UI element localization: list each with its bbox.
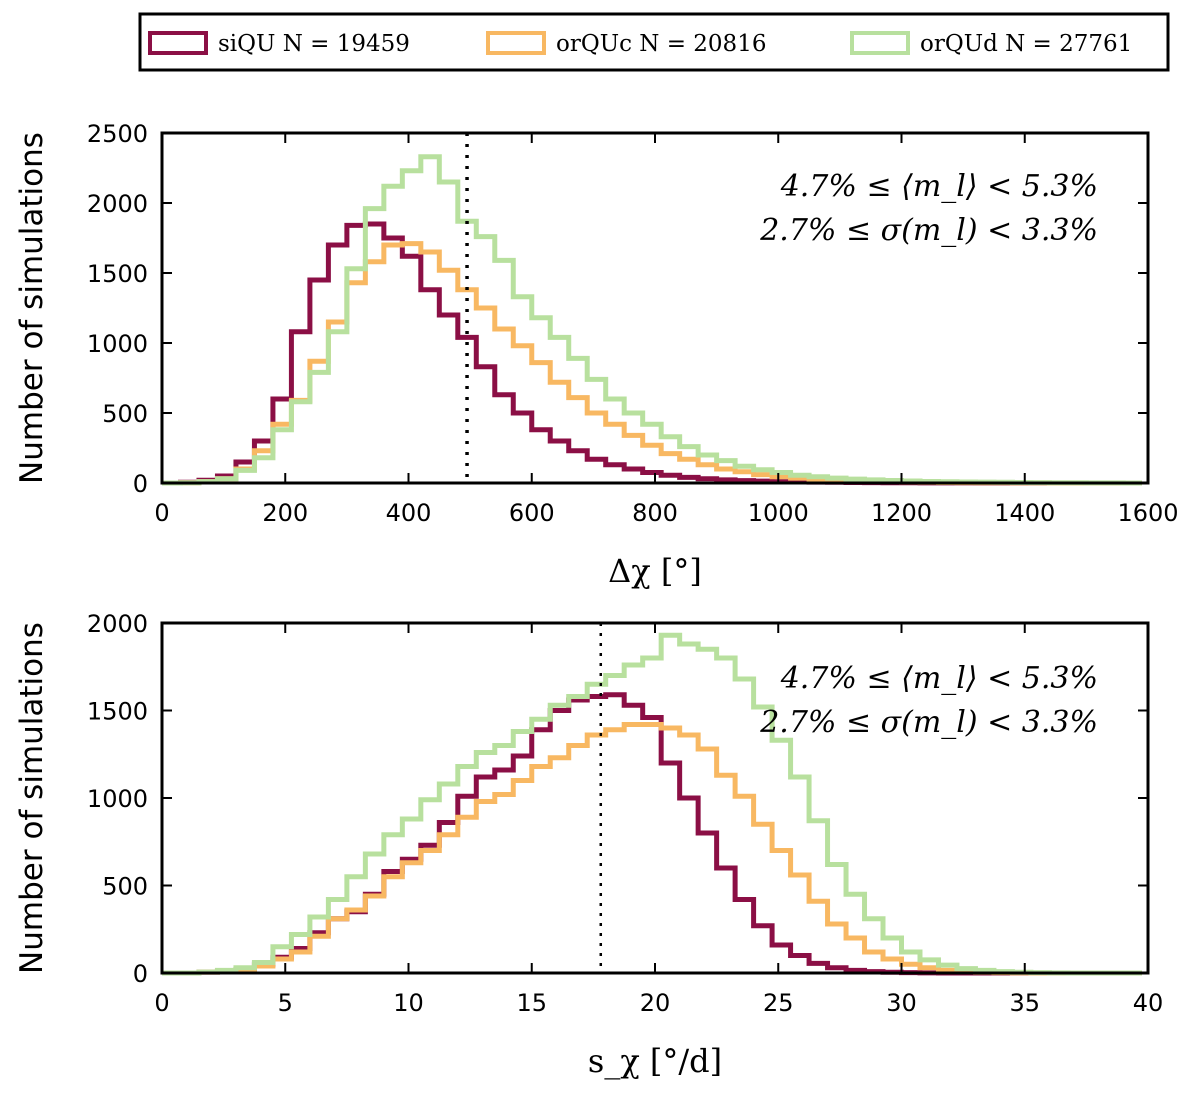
legend-swatch-siqu — [148, 31, 208, 55]
x-tick-label: 20 — [640, 989, 671, 1017]
y-tick-label: 1000 — [87, 785, 148, 813]
y-tick-label: 0 — [133, 470, 148, 498]
panel-delta-chi: 0 200 400 600 800 1000 1200 1400 1600 0 500 1000 15… — [14, 120, 1179, 590]
x-ticks: 0 200 400 600 800 1000 1200 1400 1600 — [154, 133, 1179, 527]
y-ticks: 0 500 1000 1500 2000 — [87, 610, 1148, 988]
hist-series-orquc — [162, 722, 1142, 976]
x-axis-label: s_χ [°/d] — [588, 1042, 722, 1080]
x-tick-label: 1000 — [748, 499, 809, 527]
y-axis-label: Number of simulations — [14, 622, 50, 974]
x-tick-label: 1600 — [1117, 499, 1178, 527]
legend-label-siqu: siQU N = 19459 — [218, 31, 410, 57]
x-tick-label: 600 — [509, 499, 555, 527]
y-tick-label: 1500 — [87, 698, 148, 726]
x-tick-label: 200 — [262, 499, 308, 527]
x-tick-label: 40 — [1133, 989, 1164, 1017]
x-tick-label: 35 — [1009, 989, 1040, 1017]
x-tick-label: 800 — [632, 499, 678, 527]
y-ticks: 0 500 1000 1500 2000 2500 — [87, 120, 1148, 498]
legend-swatch-orquc — [486, 31, 546, 55]
y-tick-label: 1500 — [87, 260, 148, 288]
x-tick-label: 10 — [393, 989, 424, 1017]
y-tick-label: 2000 — [87, 610, 148, 638]
y-tick-label: 0 — [133, 960, 148, 988]
y-tick-label: 500 — [102, 873, 148, 901]
annotation-sigma: 2.7% ≤ σ(m_l) < 3.3% — [759, 705, 1098, 740]
panel-s-chi: 0 5 10 15 20 25 30 35 40 0 500 1000 1500 2000 Number… — [14, 610, 1163, 1080]
annotation-sigma: 2.7% ≤ σ(m_l) < 3.3% — [759, 213, 1098, 248]
hist-outline-orqud — [162, 632, 1142, 976]
y-tick-label: 500 — [102, 400, 148, 428]
y-tick-label: 2500 — [87, 120, 148, 148]
x-tick-label: 0 — [154, 499, 169, 527]
x-tick-label: 400 — [386, 499, 432, 527]
legend-label-orquc: orQUc N = 20816 — [556, 31, 766, 57]
x-tick-label: 5 — [278, 989, 293, 1017]
annotation-mean: 4.7% ≤ ⟨m_l⟩ < 5.3% — [780, 661, 1098, 696]
hist-outline-orquc — [162, 722, 1142, 976]
x-tick-label: 25 — [763, 989, 794, 1017]
annotation-mean: 4.7% ≤ ⟨m_l⟩ < 5.3% — [780, 169, 1098, 204]
x-tick-label: 15 — [516, 989, 547, 1017]
legend-label-orqud: orQUd N = 27761 — [920, 31, 1132, 57]
legend-frame — [138, 12, 1170, 72]
x-ticks: 0 5 10 15 20 25 30 35 40 — [154, 623, 1163, 1017]
x-axis-label: Δχ [°] — [608, 552, 702, 590]
legend: siQU N = 19459 orQUc N = 20816 orQUd N =… — [138, 12, 1170, 72]
x-tick-label: 1200 — [871, 499, 932, 527]
x-tick-label: 0 — [154, 989, 169, 1017]
hist-series-orqud — [162, 632, 1142, 976]
y-axis-label: Number of simulations — [14, 132, 50, 484]
x-tick-label: 1400 — [994, 499, 1055, 527]
y-tick-label: 1000 — [87, 330, 148, 358]
x-tick-label: 30 — [886, 989, 917, 1017]
y-tick-label: 2000 — [87, 190, 148, 218]
legend-swatch-orqud — [850, 31, 910, 55]
